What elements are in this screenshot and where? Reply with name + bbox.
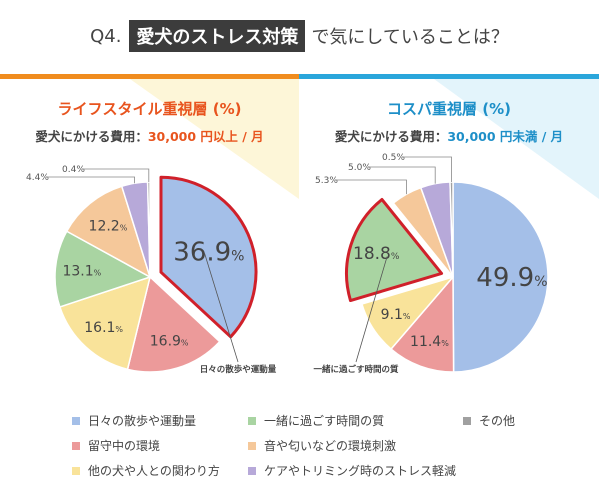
legend-label: 留守中の環境 bbox=[88, 439, 161, 453]
chart2-label-6: 0.5% bbox=[382, 153, 405, 163]
legend-label: 一緒に過ごす時間の質 bbox=[264, 414, 385, 428]
chart2-leader-4 bbox=[337, 179, 407, 195]
legend-label: ケアやトリミング時のストレス軽減 bbox=[264, 464, 457, 478]
chart2-label-1: 11.4% bbox=[410, 334, 449, 350]
question-number: Q4. bbox=[90, 25, 122, 47]
legend-swatch bbox=[248, 441, 256, 450]
right-subtitle-prefix: 愛犬にかける費用： bbox=[334, 129, 448, 144]
page-title: Q4. 愛犬のストレス対策 で気にしていることは？ bbox=[0, 14, 599, 58]
chart1-label-6: 0.4% bbox=[62, 165, 85, 175]
chart2-leader-5 bbox=[370, 166, 436, 184]
chart2-slice-1 bbox=[390, 276, 455, 373]
legend-label: その他 bbox=[479, 414, 516, 428]
legend-label: 日々の散歩や運動量 bbox=[88, 414, 197, 428]
legend-label: 音や匂いなどの環境刺激 bbox=[264, 439, 397, 453]
legend-swatch bbox=[248, 416, 256, 425]
left-chart-title: ライフスタイル重視層 (%) bbox=[57, 100, 242, 118]
legend-item: 他の犬や人との関わり方 bbox=[72, 462, 220, 479]
left-subtitle-prefix: 愛犬にかける費用： bbox=[35, 129, 148, 144]
left-chart-subtitle: 愛犬にかける費用：30,000 円以上 / 月 bbox=[0, 126, 299, 145]
chart2-slice-0 bbox=[452, 181, 549, 373]
left-accent-bar bbox=[0, 74, 299, 79]
chart2-leader-6 bbox=[404, 156, 452, 183]
chart1-label-2: 16.1% bbox=[84, 320, 123, 336]
right-decor-triangle bbox=[434, 79, 599, 199]
chart2-slice-2 bbox=[361, 276, 454, 350]
chart2-label-3: 18.8% bbox=[353, 244, 400, 264]
chart1-label-3: 13.1% bbox=[62, 264, 101, 280]
legend: 日々の散歩や運動量 一緒に過ごす時間の質 その他留守中の環境 音や匂いなどの環境刺激他… bbox=[0, 402, 599, 496]
left-subtitle-value: 30,000 円以上 / 月 bbox=[147, 129, 264, 144]
chart1-label-5: 4.4% bbox=[26, 173, 49, 183]
chart1-callout-line bbox=[204, 253, 239, 363]
chart1-slice-1 bbox=[126, 276, 221, 373]
chart1-callout-text: 日々の散歩や運動量 bbox=[200, 364, 277, 375]
legend-swatch bbox=[72, 466, 80, 475]
chart2-label-5: 5.0% bbox=[348, 163, 371, 173]
legend-swatch bbox=[248, 466, 256, 475]
right-chart-title: コスパ重視層 (%) bbox=[387, 100, 511, 118]
right-accent-bar bbox=[299, 74, 599, 79]
right-subtitle-value: 30,000 円未満 / 月 bbox=[447, 129, 564, 144]
legend-item: ケアやトリミング時のストレス軽減 bbox=[248, 462, 456, 479]
chart2-callout-text: 一緒に過ごす時間の質 bbox=[313, 364, 399, 375]
legend-swatch bbox=[463, 416, 471, 425]
question-rest: で気にしていることは？ bbox=[311, 27, 509, 48]
chart2-slice-3 bbox=[345, 197, 444, 303]
chart1-slice-3 bbox=[54, 230, 151, 308]
chart1-slice-4 bbox=[66, 185, 151, 278]
legend-item: その他 bbox=[463, 412, 515, 429]
chart2-slice-6 bbox=[449, 181, 454, 278]
chart2-callout-line bbox=[355, 256, 388, 363]
left-decor-triangle bbox=[130, 79, 299, 199]
chart1-label-1: 16.9% bbox=[150, 334, 189, 350]
question-highlight: 愛犬のストレス対策 bbox=[129, 20, 306, 52]
chart1-slice-0 bbox=[159, 175, 258, 339]
legend-item: 日々の散歩や運動量 bbox=[72, 412, 196, 429]
chart1-leader-6 bbox=[84, 168, 150, 183]
legend-label: 他の犬や人との関わり方 bbox=[88, 464, 220, 478]
legend-swatch bbox=[72, 441, 80, 450]
legend-swatch bbox=[72, 416, 80, 425]
pie-charts: 36.9%16.9%16.1%13.1%12.2%4.4%0.4%日々の散歩や運… bbox=[26, 153, 549, 375]
chart1-label-4: 12.2% bbox=[89, 218, 128, 234]
chart2-label-4: 5.3% bbox=[315, 176, 338, 186]
legend-item: 留守中の環境 bbox=[72, 437, 160, 454]
right-chart-subtitle: 愛犬にかける費用：30,000 円未満 / 月 bbox=[299, 126, 599, 145]
legend-item: 音や匂いなどの環境刺激 bbox=[248, 437, 396, 454]
legend-item: 一緒に過ごす時間の質 bbox=[248, 412, 384, 429]
chart1-leader-5 bbox=[48, 176, 135, 184]
